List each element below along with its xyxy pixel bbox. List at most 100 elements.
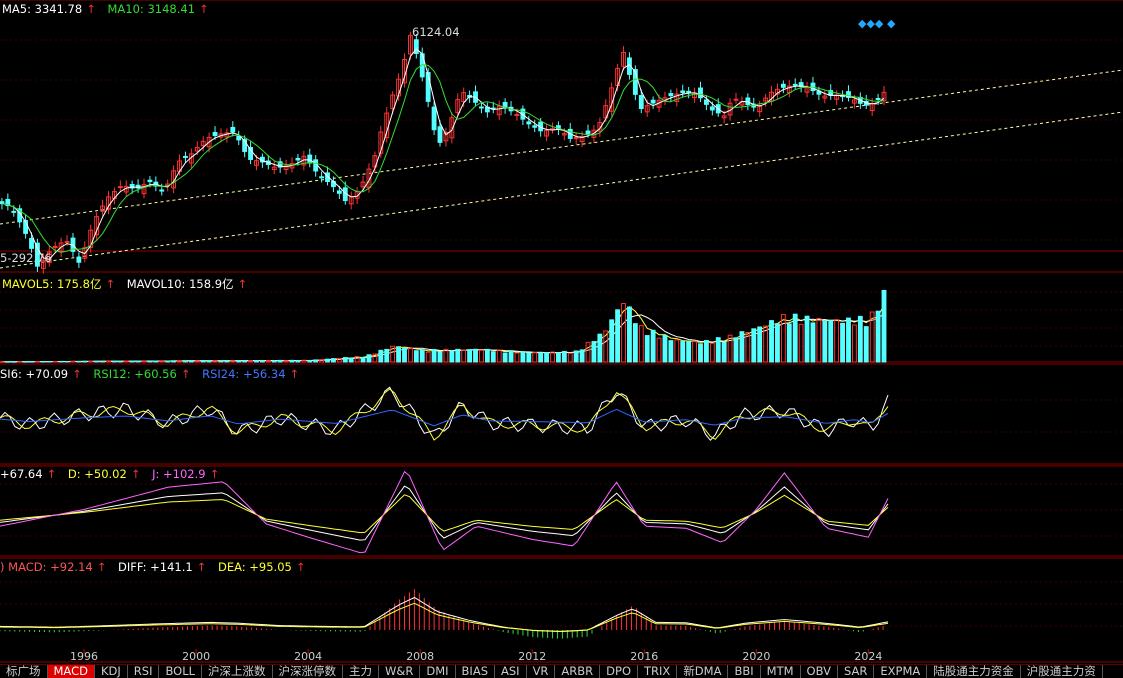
volume-bar: [721, 341, 727, 363]
volume-bar: [567, 352, 573, 363]
candle-body: [141, 184, 147, 195]
volume-bar: [82, 360, 88, 363]
x-tick-label: 2008: [406, 650, 434, 663]
volume-bar: [680, 340, 686, 363]
volume-bar: [881, 289, 887, 363]
volume-bar: [514, 352, 520, 363]
volume-bar: [769, 320, 774, 363]
volume-bar: [816, 317, 822, 363]
tab-20[interactable]: SAR: [838, 665, 875, 678]
volume-bar: [141, 360, 147, 363]
candle-body: [129, 183, 135, 189]
volume-bar: [857, 315, 863, 363]
volume-bar: [100, 360, 105, 363]
candle-body: [573, 136, 579, 140]
candle-body: [792, 83, 798, 86]
volume-bar: [591, 341, 597, 363]
tab-19[interactable]: OBV: [801, 665, 838, 678]
candle-body: [721, 115, 727, 119]
volume-bar: [242, 360, 248, 363]
macd-bars-lines: [0, 589, 889, 639]
dea-label: DEA: +95.05 ↑: [218, 560, 310, 574]
tab-18[interactable]: MTM: [761, 665, 801, 678]
volume-bar: [739, 331, 745, 363]
indicator-tab-bar: 标广场 MACD KDJ RSI BOLL 沪深上涨数 沪深涨停数 主力 W&R DMI BIAS A…: [0, 664, 1123, 678]
ma10-label: MA10: 3148.41 ↑: [108, 2, 213, 16]
x-tick-label: 2016: [630, 650, 658, 663]
candle-body: [29, 238, 34, 249]
candle-body: [271, 166, 277, 170]
candle-body: [479, 106, 484, 109]
tab-1[interactable]: MACD: [47, 665, 95, 678]
tab-15[interactable]: TRIX: [638, 665, 678, 678]
volume-bar: [561, 350, 567, 363]
candle-body: [188, 153, 194, 164]
volume-bar: [603, 330, 609, 363]
tab-23[interactable]: 沪股通主力资: [1021, 665, 1103, 678]
candle-body: [242, 139, 248, 152]
tab-16[interactable]: 新DMA: [677, 665, 729, 678]
volume-bar: [775, 323, 780, 363]
tab-6[interactable]: 沪深涨停数: [273, 665, 344, 678]
candle-body: [763, 97, 769, 102]
dea-line: [0, 602, 889, 632]
volume-bar: [313, 359, 319, 363]
tab-3[interactable]: RSI: [128, 665, 160, 678]
j-value: J: +102.9: [152, 467, 206, 481]
candle-body: [76, 256, 82, 263]
tab-10[interactable]: BIAS: [456, 665, 495, 678]
up-arrow-icon: ↑: [96, 560, 107, 574]
candle-body: [366, 168, 372, 189]
candle-body: [585, 130, 591, 135]
signal-marker-icon[interactable]: ◆◆◆: [858, 17, 884, 30]
signal-marker-icon[interactable]: ◆: [887, 17, 896, 30]
volume-bar: [342, 357, 348, 363]
volume-bar: [58, 360, 64, 363]
volume-bar: [5, 361, 11, 363]
up-arrow-icon: ↑: [180, 367, 191, 381]
candle-body: [443, 132, 449, 142]
tab-7[interactable]: 主力: [343, 665, 380, 678]
k-line: [0, 485, 889, 541]
tab-4[interactable]: BOLL: [159, 665, 203, 678]
candle-body: [0, 201, 5, 205]
candle-body: [295, 157, 301, 161]
volume-bar: [461, 349, 467, 363]
tab-9[interactable]: DMI: [420, 665, 456, 678]
volume-bar: [828, 320, 834, 363]
dea-value: DEA: +95.05: [217, 560, 292, 574]
candle-body: [194, 147, 200, 152]
candle-body: [709, 106, 715, 111]
tab-0[interactable]: 标广场: [0, 665, 48, 678]
candle-body: [425, 72, 431, 102]
tab-5[interactable]: 沪深上涨数: [202, 665, 273, 678]
tab-2[interactable]: KDJ: [95, 665, 128, 678]
volume-bar: [597, 333, 603, 363]
tab-11[interactable]: ASI: [495, 665, 527, 678]
price-legend: MA5: 3341.78 ↑ MA10: 3148.41 ↑: [2, 2, 217, 16]
tab-14[interactable]: DPO: [600, 665, 639, 678]
tab-17[interactable]: BBI: [728, 665, 761, 678]
ma10-value: MA10: 3148.41: [107, 2, 196, 16]
price-candles: [0, 31, 887, 274]
mavol5-value: MAVOL5: 175.8亿: [2, 277, 102, 291]
candle-body: [597, 122, 603, 132]
tab-22[interactable]: 陆股通主力资金: [927, 665, 1021, 678]
volume-bar: [0, 361, 5, 363]
tab-21[interactable]: EXPMA: [874, 665, 928, 678]
candle-body: [159, 189, 165, 192]
price-moving-averages: [1, 48, 885, 363]
d-value: D: +50.02: [67, 467, 127, 481]
up-arrow-icon: ↑: [105, 277, 116, 291]
volume-bar: [715, 337, 721, 363]
volume-bar: [29, 361, 34, 363]
volume-bar: [467, 349, 473, 363]
volume-bar: [384, 348, 390, 363]
tab-8[interactable]: W&R: [379, 665, 421, 678]
volume-bar: [76, 360, 82, 363]
candle-body: [283, 165, 289, 171]
volume-bar: [733, 337, 739, 363]
volume-bar: [319, 359, 325, 363]
tab-12[interactable]: VR: [527, 665, 556, 678]
tab-13[interactable]: ARBR: [555, 665, 601, 678]
